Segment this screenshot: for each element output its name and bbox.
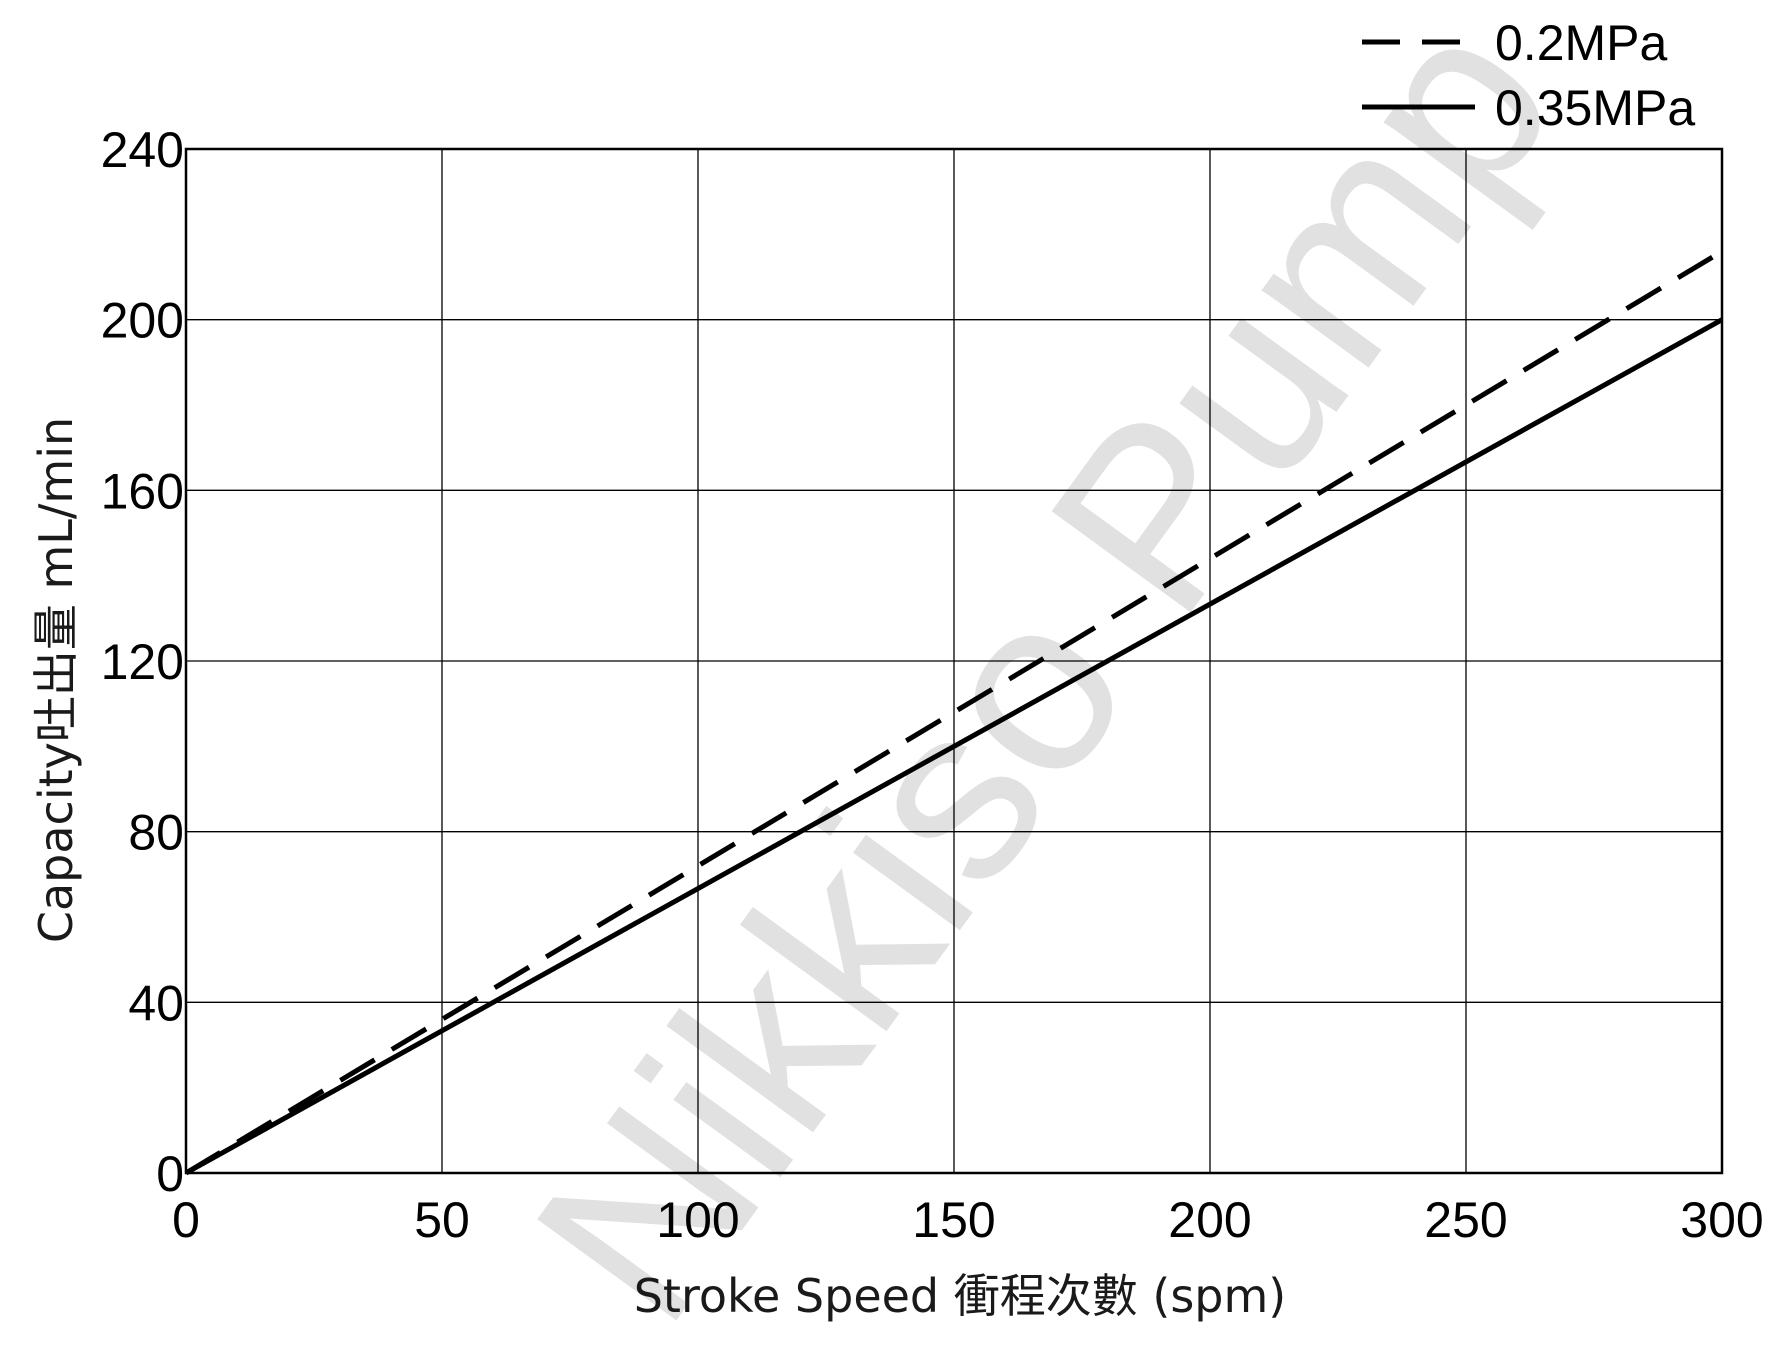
y-tick-label: 80 <box>128 805 184 861</box>
y-tick-label: 0 <box>156 1146 184 1202</box>
x-tick-label: 300 <box>1680 1192 1763 1248</box>
x-tick-label: 100 <box>656 1192 739 1248</box>
x-tick-label: 250 <box>1424 1192 1507 1248</box>
x-tick-label: 200 <box>1168 1192 1251 1248</box>
watermark: Nikkiso Pump <box>481 0 1605 1350</box>
y-tick-label: 160 <box>101 463 184 519</box>
series-line-0-35mpa <box>184 317 1724 1176</box>
series-lines <box>184 249 1724 1176</box>
y-tick-label: 240 <box>101 122 184 178</box>
x-tick-labels: 0 50 100 150 200 250 300 <box>172 1192 1764 1248</box>
x-tick-label: 50 <box>414 1192 470 1248</box>
y-tick-label: 200 <box>101 293 184 349</box>
y-axis-title: Capacity吐出量 mL/min <box>29 417 83 943</box>
legend-label: 0.2MPa <box>1495 15 1668 71</box>
x-axis-title: Stroke Speed 衝程次數 (spm) <box>634 1269 1287 1323</box>
x-tick-label: 0 <box>172 1192 200 1248</box>
x-tick-label: 150 <box>912 1192 995 1248</box>
plot-frame <box>184 147 1724 1175</box>
y-tick-label: 40 <box>128 975 184 1031</box>
legend-label: 0.35MPa <box>1495 80 1695 136</box>
y-tick-labels: 0 40 80 120 160 200 240 <box>101 122 184 1202</box>
y-tick-label: 120 <box>101 634 184 690</box>
grid <box>186 149 1722 1173</box>
legend: 0.2MPa 0.35MPa <box>1362 15 1695 136</box>
